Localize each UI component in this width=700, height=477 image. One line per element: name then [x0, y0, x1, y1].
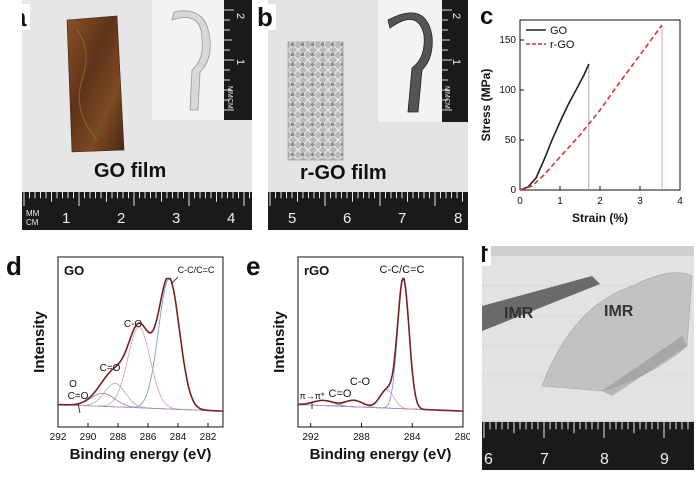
inset-ruler-label-1: 1: [234, 59, 246, 65]
peak-annotation: C-C/C=C: [178, 265, 215, 275]
x-tick-label: 1: [557, 196, 563, 207]
inset-ruler-label-2: 2: [234, 13, 246, 19]
go-film-label: GO film: [94, 160, 167, 182]
y-axis-label: Intensity: [31, 311, 48, 373]
x-tick-label: 286: [140, 432, 157, 443]
logo-text-left: IMR: [504, 305, 534, 322]
peak-annotation: C=O: [329, 388, 352, 400]
y-tick-label: 50: [505, 135, 517, 146]
ruler-f-number-9: 9: [660, 451, 669, 468]
plot-frame: [57, 256, 224, 428]
annotation-arrow: [77, 402, 81, 414]
x-tick-label: 0: [517, 196, 523, 207]
ruler-f-number-7: 7: [540, 451, 549, 468]
peak-annotation: π→π*: [300, 391, 325, 401]
rgo-film-photo: [287, 41, 344, 161]
peak-annotation: C-O: [350, 376, 371, 388]
folded-film-illustration: [171, 10, 211, 111]
ruler-b-number-7: 7: [398, 210, 406, 227]
ruler-b-number-8: 8: [454, 210, 462, 227]
panel-letter-d: d: [6, 251, 22, 281]
x-tick-label: 288: [353, 432, 370, 443]
background-line: [58, 404, 223, 412]
x-tick-label: 290: [80, 432, 97, 443]
x-tick-label: 284: [404, 432, 421, 443]
ruler-b-number-5: 5: [288, 210, 296, 227]
x-tick-label: 284: [170, 432, 187, 443]
x-tick-label: 292: [50, 432, 67, 443]
x-axis-label: Strain (%): [572, 211, 628, 225]
inset-ruler-b: 2 1 MM CM: [442, 0, 468, 122]
ruler-f-number-6: 6: [484, 451, 493, 468]
y-tick-label: 100: [499, 85, 516, 96]
plot-frame: [297, 256, 464, 428]
ruler-a-unit-cm: CM: [26, 218, 39, 227]
x-tick-label: 288: [110, 432, 127, 443]
peak-annotation: C-O: [124, 319, 143, 330]
panel-letter-c: c: [480, 3, 493, 30]
legend-label: r-GO: [550, 39, 575, 51]
x-tick-label: 4: [677, 196, 683, 207]
peak-annotation: O: [69, 379, 77, 390]
x-tick-label: 3: [637, 196, 643, 207]
y-axis-label: Intensity: [271, 311, 288, 373]
panel-f: IMR IMR f 6 7 8 9: [482, 246, 694, 470]
inset-folded-rgo-film: 2 1 MM CM: [378, 0, 468, 122]
y-tick-label: 0: [510, 185, 516, 196]
panel-letter-e: e: [246, 251, 260, 281]
envelope-line: [58, 277, 223, 412]
ruler-a-number-4: 4: [227, 210, 235, 227]
legend-label: GO: [550, 25, 568, 37]
ruler-f-number-8: 8: [600, 451, 609, 468]
x-tick-label: 282: [200, 432, 217, 443]
panel-f-ruler: 6 7 8 9: [482, 422, 694, 470]
peak-annotation: C-C/C=C: [380, 264, 425, 276]
x-tick-label: 2: [597, 196, 603, 207]
inset-ruler-unit-cm: CM: [226, 98, 233, 109]
ruler-a-number-1: 1: [62, 210, 70, 227]
stress-strain-chart: c 0 1 2 3 4 0 50 100 150 Strain (%) Stress (MPa) GO…: [479, 3, 683, 225]
panel-letter-f: f: [482, 246, 491, 266]
series-line-go: [519, 63, 590, 191]
logo-text-right: IMR: [604, 303, 634, 320]
panel-sample-label: GO: [64, 263, 84, 278]
annotation-arrow: [171, 276, 179, 284]
inset-b-unit-cm: CM: [443, 98, 450, 109]
inset-b-label-1: 1: [450, 59, 462, 65]
panel-a: a 2 1: [22, 0, 252, 230]
inset-b-label-2: 2: [450, 13, 462, 19]
panel-letter-a: a: [22, 4, 31, 30]
panel-sample-label: rGO: [304, 263, 329, 278]
x-axis-label: Binding energy (eV): [70, 446, 212, 463]
x-axis-label: Binding energy (eV): [310, 446, 452, 463]
y-axis-label: Stress (MPa): [479, 69, 493, 142]
y-tick-label: 150: [499, 35, 516, 46]
ruler-a-unit-mm: MM: [26, 209, 40, 218]
panel-letter-b: b: [254, 4, 276, 30]
ruler-a-number-3: 3: [172, 210, 180, 227]
panel-b: 2 1 MM CM r-GO film 5 6 7 8: [268, 0, 468, 230]
rgo-film-label: r-GO film: [300, 162, 387, 184]
plot-frame: [519, 19, 681, 191]
go-film-photo: [66, 15, 125, 153]
peak-annotation: C=O: [100, 363, 121, 374]
panel-a-ruler: MM CM 1 2 3 4: [22, 192, 252, 230]
x-tick-label: 280: [455, 432, 470, 443]
panel-b-ruler: 5 6 7 8: [268, 192, 468, 230]
xps-go-chart: d 292 290 288 286 284 282 Binding energy (eV) I…: [6, 251, 224, 463]
ruler-a-number-2: 2: [117, 210, 125, 227]
inset-ruler: 2 1 MM CM: [224, 0, 252, 120]
peak-annotation: C=O: [68, 391, 89, 402]
ruler-b-number-6: 6: [343, 210, 351, 227]
folded-rgo-illustration: [387, 12, 433, 113]
envelope-line: [297, 277, 463, 412]
inset-folded-go-film: 2 1 MM CM: [152, 0, 252, 120]
inset-b-unit-mm: MM: [443, 86, 450, 98]
series-line-r-go: [519, 24, 663, 191]
x-tick-label: 292: [302, 432, 319, 443]
inset-ruler-unit-mm: MM: [226, 86, 233, 98]
